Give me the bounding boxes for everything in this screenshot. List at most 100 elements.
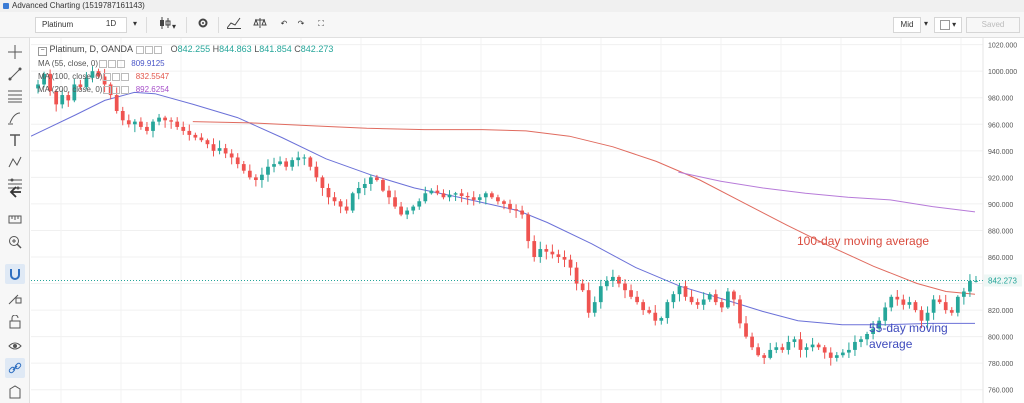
saved-button[interactable]: Saved: [966, 17, 1020, 33]
candle-body: [417, 201, 422, 207]
ruler-icon[interactable]: [5, 208, 25, 228]
unlock-icon[interactable]: [5, 312, 25, 332]
candle-body: [822, 347, 827, 353]
candle-body: [623, 283, 627, 291]
ma200-settings-icon[interactable]: [112, 85, 121, 94]
compare-icon[interactable]: [248, 17, 272, 33]
candle-body: [756, 347, 761, 356]
candle-body: [629, 290, 633, 297]
legend-close-icon[interactable]: [154, 45, 163, 54]
candle-body: [913, 302, 918, 311]
eye-icon[interactable]: [5, 336, 25, 356]
ma100-label: MA (100, close, 0): [38, 72, 103, 81]
last-price-value: 842.273: [988, 277, 1017, 286]
candle-body: [526, 214, 531, 242]
fullscreen-icon[interactable]: ⛶: [318, 19, 324, 28]
candle-body: [707, 294, 712, 300]
candle-body: [653, 312, 658, 321]
ma55-visibility-icon[interactable]: [99, 59, 108, 68]
brush-icon[interactable]: [5, 108, 25, 128]
zoom-icon[interactable]: [5, 232, 25, 252]
collapse-icon[interactable]: −: [38, 47, 47, 56]
price-mode-select[interactable]: Mid: [893, 17, 921, 33]
lock-drawing-icon[interactable]: [5, 288, 25, 308]
undo-icon[interactable]: ↶: [280, 19, 288, 28]
magnet-icon[interactable]: [5, 264, 25, 284]
candle-body: [483, 193, 488, 198]
candle-body: [344, 206, 349, 211]
candle-body: [568, 259, 573, 268]
legend-settings-icon[interactable]: [145, 45, 154, 54]
candle-body: [205, 140, 210, 145]
candle-body: [465, 195, 470, 198]
candle-body: [332, 197, 337, 202]
candle-body: [72, 84, 77, 101]
candle-body: [931, 299, 936, 313]
legend-visibility-icon[interactable]: [136, 45, 145, 54]
candle-body: [611, 276, 615, 281]
candle-body: [157, 117, 161, 122]
settings-icon[interactable]: [192, 17, 214, 33]
symbol-search-input[interactable]: Platinum: [35, 17, 127, 33]
candle-body: [217, 148, 222, 151]
price-chart[interactable]: 1020.000 1000.000 980.000 960.000 940.000 920…: [31, 38, 1024, 403]
price-mode-dropdown-icon[interactable]: ▾: [923, 19, 928, 28]
arrow-left-icon[interactable]: [5, 182, 25, 202]
candle-body: [145, 126, 149, 131]
candle-body: [375, 177, 379, 181]
candle-body: [641, 302, 646, 311]
candle-body: [683, 286, 688, 297]
ma100-visibility-icon[interactable]: [103, 72, 112, 81]
ma200-label: MA (200, close, 0): [38, 85, 103, 94]
indicators-icon[interactable]: [222, 17, 246, 33]
interval-label[interactable]: 1D: [105, 19, 117, 28]
candle-body: [937, 299, 942, 303]
text-icon[interactable]: [5, 130, 25, 150]
layout-select[interactable]: ▾: [934, 17, 962, 33]
candle-body: [780, 347, 785, 350]
ma55-settings-icon[interactable]: [108, 59, 117, 68]
y-tick-label: 1020.000: [988, 43, 1017, 50]
candle-body: [429, 190, 434, 194]
y-tick-label: 880.000: [988, 228, 1013, 235]
pattern-icon[interactable]: [5, 152, 25, 172]
candle-body: [774, 347, 779, 350]
candle-body: [701, 299, 706, 305]
candle-body: [792, 339, 797, 342]
ma200-close-icon[interactable]: [121, 85, 130, 94]
redo-icon[interactable]: ↷: [297, 19, 305, 28]
candle-body: [423, 193, 428, 202]
candle-body: [96, 71, 101, 77]
ohlc-high: 844.863: [219, 44, 252, 54]
chart-grid: [31, 38, 983, 403]
ma200-visibility-icon[interactable]: [103, 85, 112, 94]
candle-style-icon[interactable]: ▾: [152, 17, 182, 33]
candle-body: [834, 355, 839, 358]
ma55-annotation-line1: 55-day moving: [869, 321, 948, 335]
candle-body: [586, 290, 591, 313]
candle-body: [471, 197, 476, 200]
candle-body: [828, 352, 833, 358]
candle-body: [447, 194, 452, 198]
crosshair-icon[interactable]: [5, 42, 25, 62]
candle-body: [732, 291, 736, 300]
ohlc-open: 842.255: [177, 44, 211, 54]
link-icon[interactable]: [5, 358, 25, 378]
ma100-line: [192, 121, 976, 295]
ma100-legend: MA (100, close, 0) 832.5547: [38, 72, 169, 81]
trend-line-icon[interactable]: [5, 64, 25, 84]
candle-body: [544, 249, 549, 252]
ma55-close-icon[interactable]: [117, 59, 126, 68]
candle-body: [719, 302, 724, 308]
interval-dropdown-icon[interactable]: ▾: [132, 19, 137, 28]
candle-body: [411, 206, 416, 211]
ma100-settings-icon[interactable]: [112, 72, 121, 81]
candle-body: [253, 177, 258, 181]
candle-body: [320, 177, 325, 188]
ohlc-close: 842.273: [300, 44, 334, 54]
candle-body: [556, 254, 561, 257]
fib-icon[interactable]: [5, 86, 25, 106]
ma100-close-icon[interactable]: [121, 72, 130, 81]
trash-icon[interactable]: [5, 382, 25, 402]
ohlc-values: O842.255 H844.863 L841.854 C842.273: [171, 44, 334, 54]
